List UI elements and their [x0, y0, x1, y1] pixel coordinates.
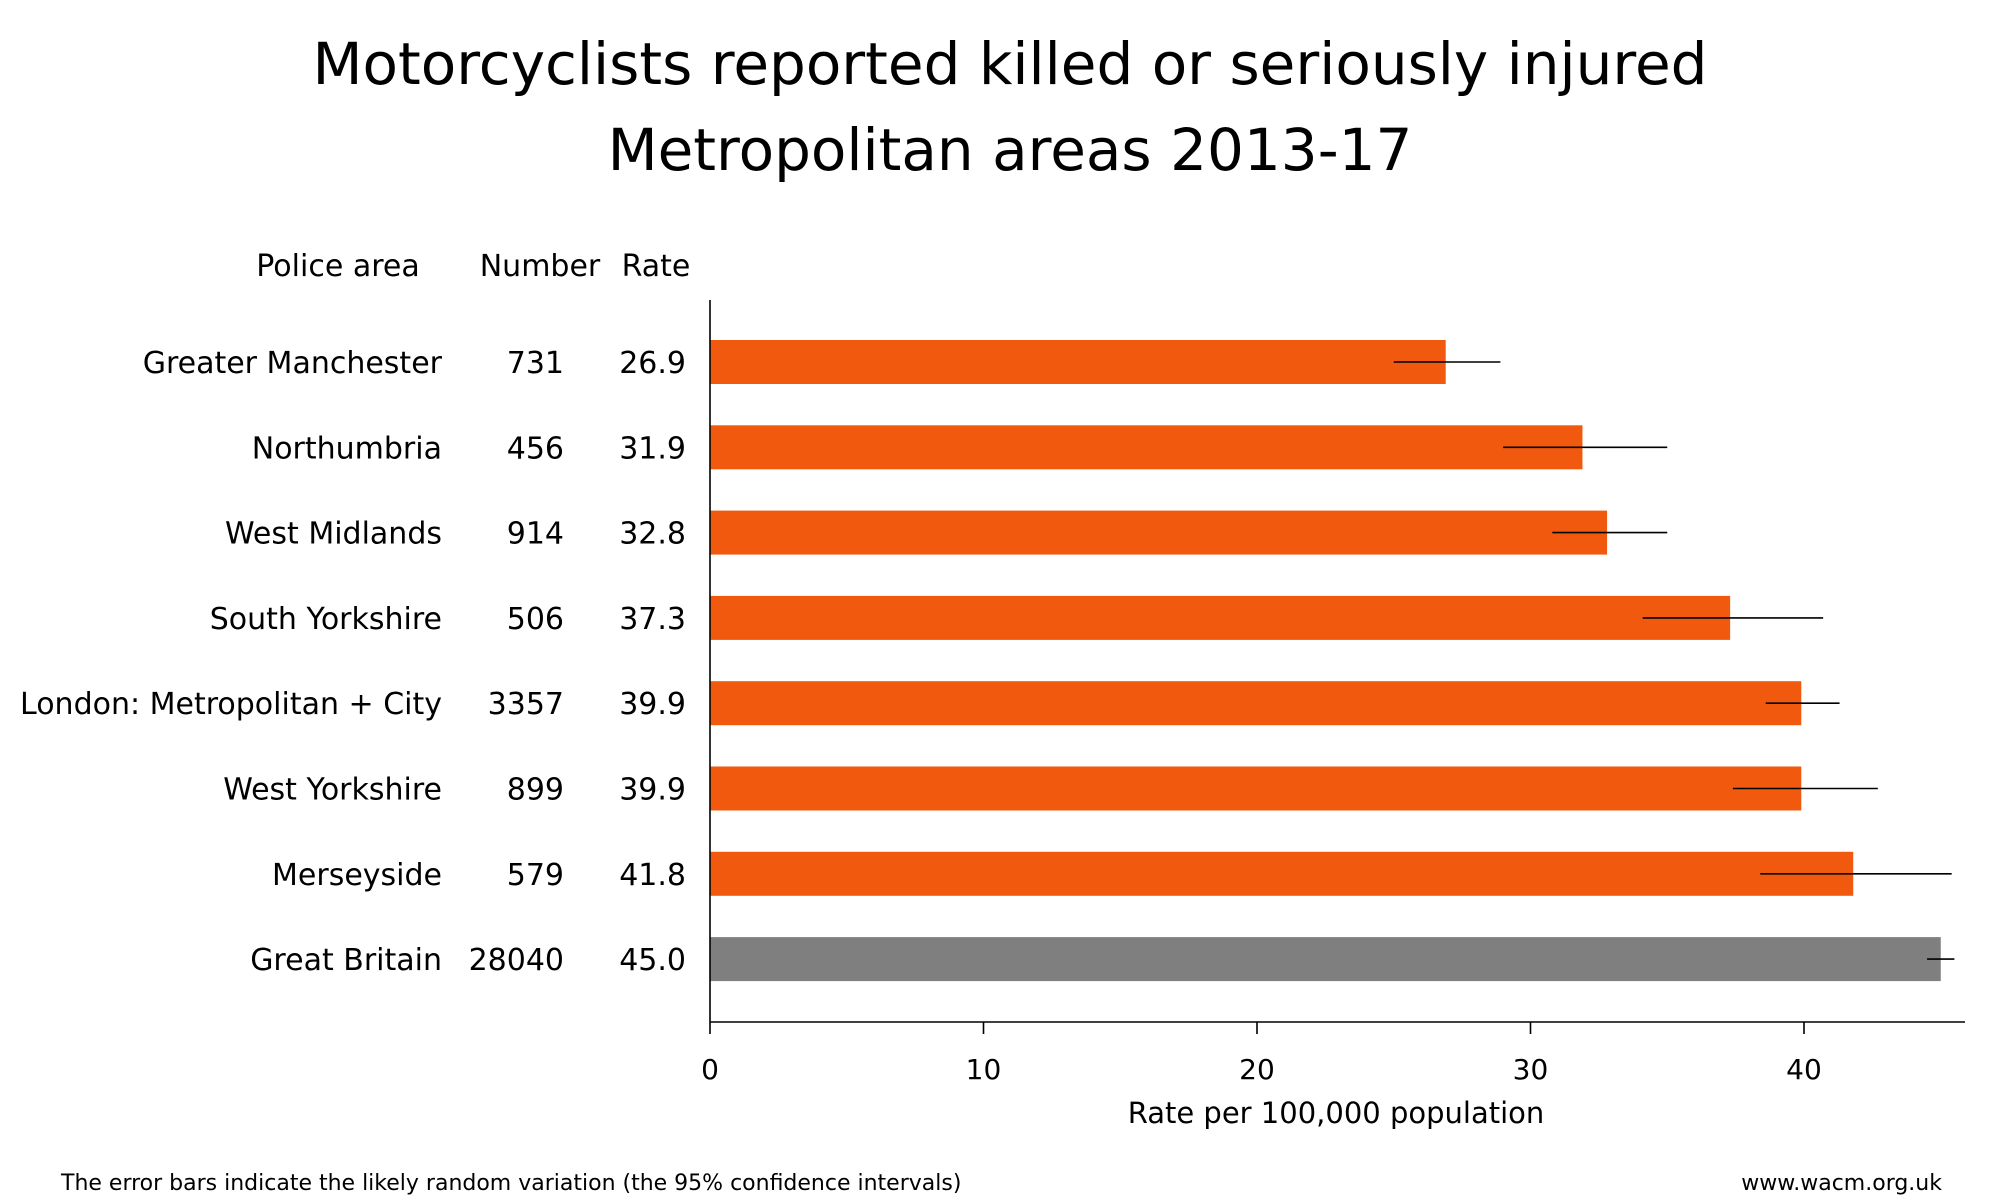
rate-label-northumbria: 31.9: [619, 431, 686, 466]
rate-label-west-yorkshire: 39.9: [619, 773, 686, 808]
rate-label-south-yorkshire: 37.3: [619, 602, 686, 637]
chart-rows: Greater Manchester 731 26.9 Northumbria 456 3…: [20, 340, 1955, 982]
bar-row-greater-manchester: Greater Manchester 731 26.9: [143, 340, 1501, 384]
bar-south-yorkshire: [710, 595, 1731, 640]
category-label-south-yorkshire: South Yorkshire: [210, 602, 442, 637]
rate-label-london-metropolitan-city: 39.9: [619, 687, 686, 722]
source-credit: www.wacm.org.uk: [1741, 1171, 1942, 1196]
bar-row-west-midlands: West Midlands 914 32.8: [225, 510, 1668, 555]
x-tick-label-30: 30: [1513, 1053, 1549, 1086]
rate-label-merseyside: 41.8: [619, 858, 686, 893]
bar-northumbria: [710, 425, 1583, 470]
bar-row-merseyside: Merseyside 579 41.8: [272, 851, 1952, 896]
chart-axes: 0 10 20 30 40: [701, 300, 1965, 1086]
column-header-rate: Rate: [622, 249, 691, 284]
category-label-west-yorkshire: West Yorkshire: [223, 773, 442, 808]
x-tick-label-10: 10: [966, 1053, 1002, 1086]
x-tick-label-20: 20: [1239, 1053, 1275, 1086]
number-label-london-metropolitan-city: 3357: [488, 687, 564, 722]
bar-row-west-yorkshire: West Yorkshire 899 39.9: [223, 766, 1878, 811]
footnote: The error bars indicate the likely rando…: [60, 1171, 961, 1196]
x-tick-label-0: 0: [701, 1053, 719, 1086]
rate-label-great-britain: 45.0: [619, 943, 686, 978]
bar-row-london-metropolitan-city: London: Metropolitan + City 3357 39.9: [20, 681, 1840, 726]
bar-london-metropolitan-city: [710, 681, 1802, 726]
category-label-northumbria: Northumbria: [252, 431, 442, 466]
bar-west-midlands: [710, 510, 1608, 555]
category-label-west-midlands: West Midlands: [225, 517, 442, 552]
rate-label-greater-manchester: 26.9: [619, 346, 686, 381]
x-tick-label-40: 40: [1786, 1053, 1822, 1086]
bar-merseyside: [710, 851, 1854, 896]
number-label-south-yorkshire: 506: [507, 602, 564, 637]
number-label-merseyside: 579: [507, 858, 564, 893]
chart-subtitle: Metropolitan areas 2013-17: [608, 116, 1413, 184]
number-label-west-midlands: 914: [507, 517, 564, 552]
bar-west-yorkshire: [710, 766, 1802, 811]
bar-row-south-yorkshire: South Yorkshire 506 37.3: [210, 595, 1824, 640]
bar-row-northumbria: Northumbria 456 31.9: [252, 425, 1668, 470]
category-label-london-metropolitan-city: London: Metropolitan + City: [20, 687, 442, 722]
category-label-merseyside: Merseyside: [272, 858, 442, 893]
number-label-great-britain: 28040: [469, 943, 564, 978]
column-header-police-area: Police area: [256, 249, 419, 284]
rate-label-west-midlands: 32.8: [619, 517, 686, 552]
chart-title: Motorcyclists reported killed or serious…: [312, 30, 1707, 98]
column-header-number: Number: [480, 249, 601, 284]
bar-greater-manchester: [710, 340, 1446, 384]
bar-great-britain: [710, 937, 1941, 982]
number-label-west-yorkshire: 899: [507, 773, 564, 808]
number-label-greater-manchester: 731: [507, 346, 564, 381]
category-label-great-britain: Great Britain: [250, 943, 442, 978]
x-axis-label: Rate per 100,000 population: [1128, 1096, 1545, 1130]
bar-row-great-britain: Great Britain 28040 45.0: [250, 937, 1955, 982]
category-label-greater-manchester: Greater Manchester: [143, 346, 443, 381]
number-label-northumbria: 456: [507, 431, 564, 466]
